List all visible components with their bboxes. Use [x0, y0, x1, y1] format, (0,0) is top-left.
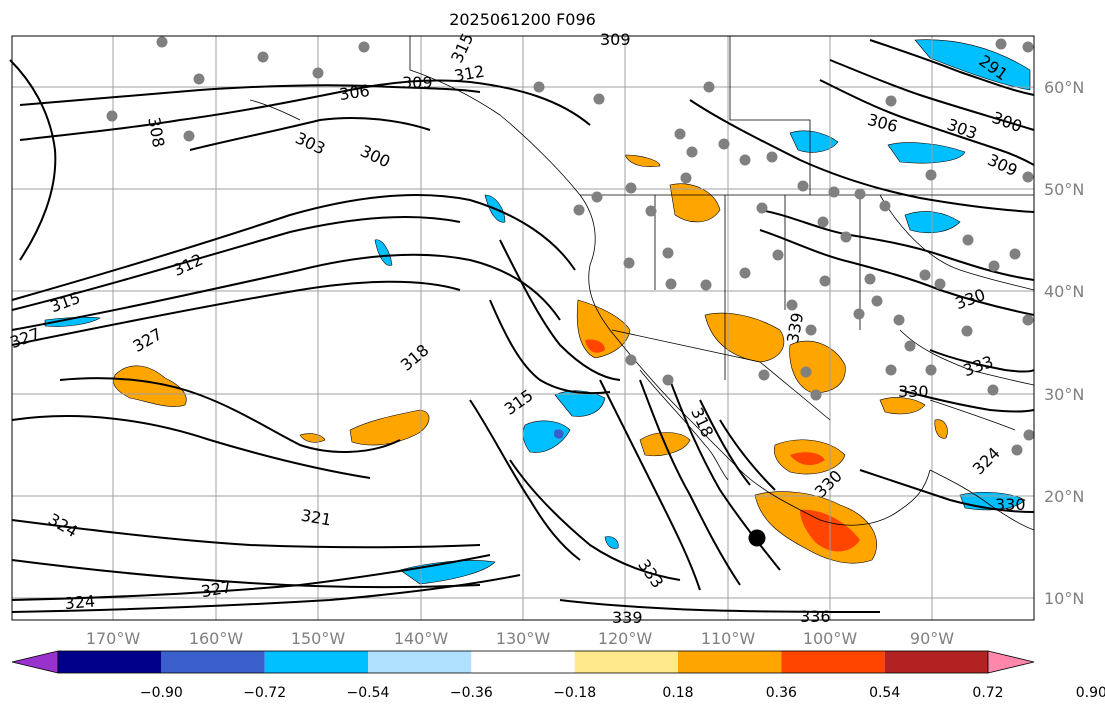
map-panel: 309 315 312 306 309 291 300 303 306 300 … [7, 30, 1035, 627]
colorbar-tick-label: 0.54 [869, 685, 900, 701]
colorbar-segment [781, 651, 885, 673]
lon-tick-label: 90°W [910, 629, 954, 648]
colorbar-segment [264, 651, 368, 673]
longitude-axis: 170°W 160°W 150°W 140°W 130°W 120°W 110°… [86, 629, 954, 648]
colorbar-segment [11, 650, 59, 674]
colorbar-tick-label: −0.72 [243, 685, 286, 701]
contour-label: 330 [995, 495, 1026, 514]
contour-label: 324 [64, 592, 96, 614]
contour-label: 339 [612, 608, 643, 627]
contour-lines [9, 39, 1035, 613]
colorbar-tick-label: −0.90 [140, 685, 183, 701]
lat-tick-label: 40°N [1044, 282, 1084, 301]
colorbar-tick-label: 0.90 [1076, 685, 1105, 701]
colorbar-segment [471, 651, 575, 673]
lat-tick-label: 10°N [1044, 589, 1084, 608]
lon-tick-label: 100°W [803, 629, 858, 648]
colorbar-segment [58, 651, 162, 673]
contour-label: 309 [402, 73, 433, 92]
colorbar-tick-label: −0.18 [553, 685, 596, 701]
storm-center-marker [748, 529, 766, 547]
colorbar: −0.90 −0.72 −0.54 −0.36 −0.18 0.18 0.36 0.54 0.7… [11, 650, 1105, 701]
lat-tick-label: 50°N [1044, 180, 1084, 199]
station-markers [106, 36, 1035, 456]
colorbar-segment [678, 651, 782, 673]
colorbar-tick-label: 0.72 [972, 685, 1003, 701]
colorbar-segment [161, 651, 265, 673]
colorbar-segment [368, 651, 472, 673]
lon-tick-label: 150°W [291, 629, 346, 648]
lon-tick-label: 130°W [496, 629, 551, 648]
shaded-regions [44, 39, 1031, 585]
map-title: 2025061200 F096 [449, 10, 596, 29]
lon-tick-label: 140°W [394, 629, 449, 648]
colorbar-tick-label: 0.36 [766, 685, 797, 701]
lat-tick-label: 20°N [1044, 487, 1084, 506]
contour-label: 336 [800, 607, 831, 626]
lat-tick-label: 60°N [1044, 78, 1084, 97]
lon-tick-label: 110°W [701, 629, 756, 648]
lon-tick-label: 120°W [598, 629, 653, 648]
lon-tick-label: 160°W [189, 629, 244, 648]
graticule [12, 36, 1034, 620]
contour-label: 309 [600, 30, 631, 49]
colorbar-segment [574, 651, 678, 673]
latitude-axis: 60°N 50°N 40°N 30°N 20°N 10°N [1044, 78, 1084, 608]
colorbar-tick-label: −0.36 [450, 685, 493, 701]
lon-tick-label: 170°W [86, 629, 141, 648]
colorbar-tick-label: −0.54 [347, 685, 390, 701]
colorbar-tick-label: 0.18 [662, 685, 693, 701]
colorbar-segment [884, 651, 988, 673]
contour-label: 330 [898, 382, 929, 401]
lat-tick-label: 30°N [1044, 385, 1084, 404]
colorbar-segment [987, 650, 1035, 674]
contour-label: 306 [338, 81, 371, 104]
